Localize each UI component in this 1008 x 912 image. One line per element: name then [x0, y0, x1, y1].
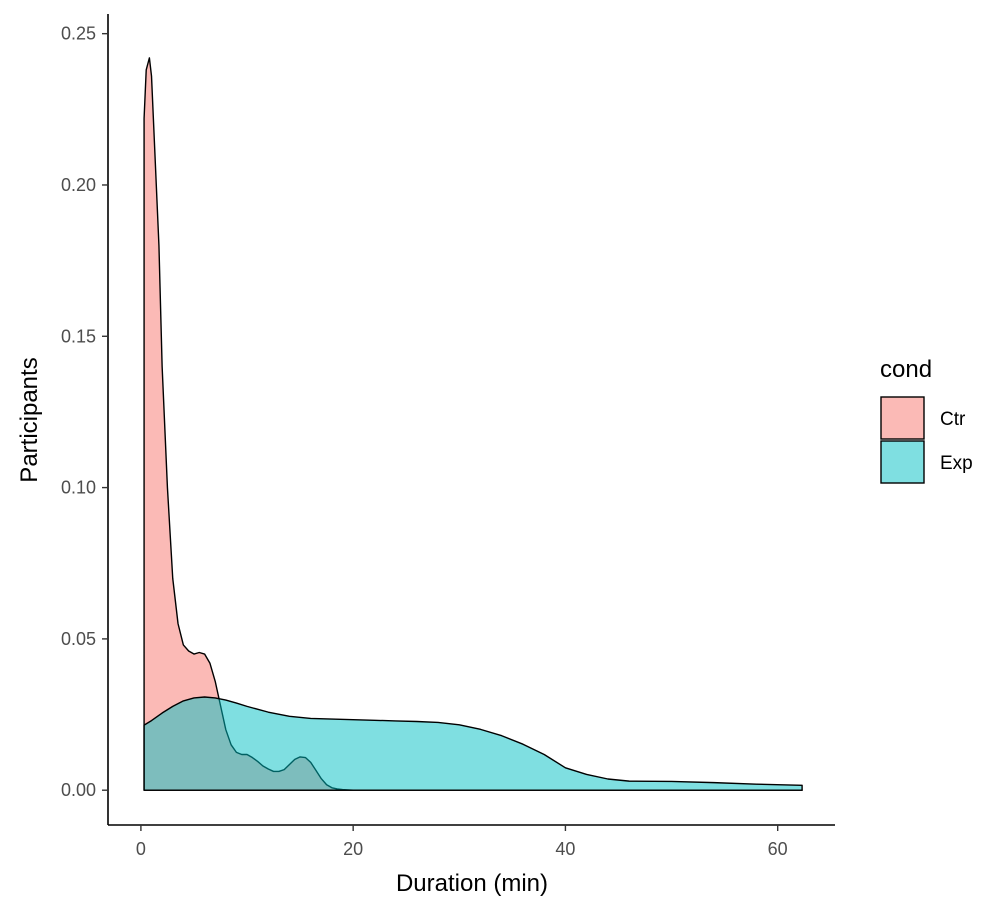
x-tick-label: 60 — [768, 839, 788, 859]
x-axis-ticks: 0 20 40 60 — [136, 825, 788, 859]
y-tick-label: 0.25 — [61, 24, 96, 44]
x-tick-label: 40 — [555, 839, 575, 859]
legend: cond Ctr Exp — [880, 356, 973, 484]
density-area-ctr — [143, 57, 803, 791]
x-axis-title: Duration (min) — [396, 870, 548, 897]
legend-items: Ctr Exp — [880, 396, 973, 484]
density-area-exp — [143, 696, 803, 791]
y-axis-ticks: 0.00 0.05 0.10 0.15 0.20 0.25 — [61, 24, 108, 800]
density-areas — [143, 57, 803, 791]
legend-label-exp: Exp — [940, 453, 973, 474]
y-axis-title: Participants — [16, 357, 43, 482]
x-tick-label: 20 — [343, 839, 363, 859]
legend-key-ctr — [880, 396, 925, 440]
x-tick-label: 0 — [136, 839, 146, 859]
y-tick-label: 0.15 — [61, 326, 96, 346]
legend-label-ctr: Ctr — [940, 409, 966, 430]
y-tick-label: 0.10 — [61, 478, 96, 498]
legend-title: cond — [880, 356, 932, 383]
y-tick-label: 0.05 — [61, 629, 96, 649]
y-tick-label: 0.00 — [61, 780, 96, 800]
y-tick-label: 0.20 — [61, 175, 96, 195]
legend-key-exp — [880, 440, 925, 484]
plot-area — [143, 57, 803, 791]
